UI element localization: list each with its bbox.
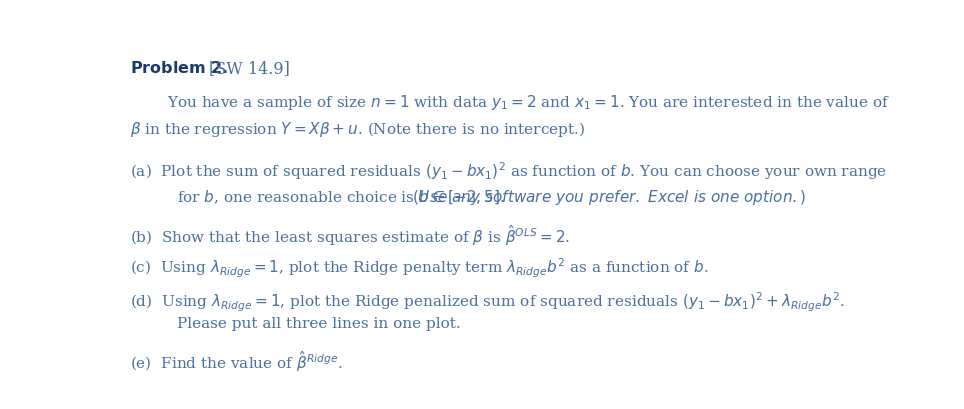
Text: (c)  Using $\lambda_{Ridge} = 1$, plot the Ridge penalty term $\lambda_{Ridge} b: (c) Using $\lambda_{Ridge} = 1$, plot th…	[130, 256, 709, 280]
Text: $\mathit{(Use\ any\ software\ you\ prefer.\ Excel\ is\ one\ option.)}$: $\mathit{(Use\ any\ software\ you\ prefe…	[412, 188, 806, 207]
Text: (b)  Show that the least squares estimate of $\beta$ is $\hat{\beta}^{OLS} = 2$.: (b) Show that the least squares estimate…	[130, 223, 571, 248]
Text: (d)  Using $\lambda_{Ridge} = 1$, plot the Ridge penalized sum of squared residu: (d) Using $\lambda_{Ridge} = 1$, plot th…	[130, 291, 844, 314]
Text: You have a sample of size $n = 1$ with data $y_1 = 2$ and $x_1 = 1$. You are int: You have a sample of size $n = 1$ with d…	[167, 92, 890, 112]
Text: Please put all three lines in one plot.: Please put all three lines in one plot.	[176, 317, 460, 331]
Text: (e)  Find the value of $\hat{\beta}^{Ridge}$.: (e) Find the value of $\hat{\beta}^{Ridg…	[130, 349, 343, 374]
Text: $\beta$ in the regression $Y = X\beta + u$. (Note there is no intercept.): $\beta$ in the regression $Y = X\beta + …	[130, 120, 585, 139]
Text: (a)  Plot the sum of squared residuals $(y_1 - bx_1)^2$ as function of $b$. You : (a) Plot the sum of squared residuals $(…	[130, 160, 888, 182]
Text: for $b$, one reasonable choice is $b \in [-2, 5]$.: for $b$, one reasonable choice is $b \in…	[176, 188, 506, 206]
Text: $\mathbf{Problem\ 2.}$: $\mathbf{Problem\ 2.}$	[130, 60, 228, 77]
Text: [SW 14.9]: [SW 14.9]	[208, 60, 289, 77]
